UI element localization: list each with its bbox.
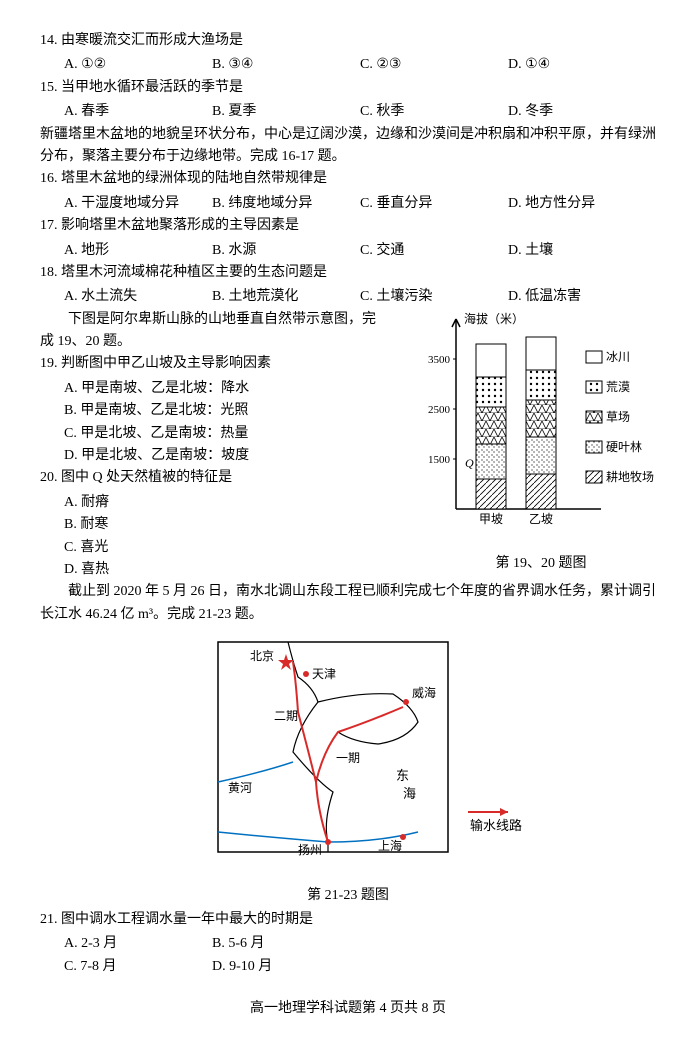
q20-opt-c: C. 喜光 bbox=[64, 537, 420, 559]
svg-text:乙坡: 乙坡 bbox=[529, 512, 553, 526]
q19-opt-b: B. 甲是南坡、乙是北坡：光照 bbox=[64, 400, 420, 422]
question-14-stem: 14. 由寒暖流交汇而形成大渔场是 bbox=[40, 30, 656, 52]
svg-text:扬州: 扬州 bbox=[298, 842, 322, 857]
page-footer: 高一地理学科试题第 4 页共 8 页 bbox=[40, 998, 656, 1020]
q16-opt-b: B. 纬度地域分异 bbox=[212, 193, 360, 215]
question-21-options: A. 2-3 月 B. 5-6 月 bbox=[64, 933, 656, 955]
figure-21-23: 北京 天津 威海 二期 一期 黄河 扬州 上海 东 海 输水线路 第 21-23… bbox=[40, 632, 656, 907]
question-17-stem: 17. 影响塔里木盆地聚落形成的主导因素是 bbox=[40, 215, 656, 237]
svg-text:荒漠: 荒漠 bbox=[606, 380, 630, 394]
figure-21-23-caption: 第 21-23 题图 bbox=[40, 885, 656, 907]
q16-opt-a: A. 干湿度地域分异 bbox=[64, 193, 212, 215]
svg-text:草场: 草场 bbox=[606, 410, 630, 424]
svg-text:上海: 上海 bbox=[378, 838, 402, 853]
question-21-stem: 21. 图中调水工程调水量一年中最大的时期是 bbox=[40, 909, 656, 931]
q17-opt-b: B. 水源 bbox=[212, 240, 360, 262]
question-20-stem: 20. 图中 Q 处天然植被的特征是 bbox=[40, 467, 420, 489]
svg-text:冰川: 冰川 bbox=[606, 350, 630, 364]
q17-opt-c: C. 交通 bbox=[360, 240, 508, 262]
question-19-stem: 19. 判断图中甲乙山坡及主导影响因素 bbox=[40, 353, 420, 375]
svg-text:甲坡: 甲坡 bbox=[479, 512, 503, 526]
q19-opt-c: C. 甲是北坡、乙是南坡：热量 bbox=[64, 423, 420, 445]
q14-opt-a: A. ①② bbox=[64, 54, 212, 76]
q20-opt-d: D. 喜热 bbox=[64, 559, 420, 581]
q18-opt-c: C. 土壤污染 bbox=[360, 286, 508, 308]
question-17-options: A. 地形 B. 水源 C. 交通 D. 土壤 bbox=[64, 240, 656, 262]
figure-19-20: 3500 2500 1500 海拔（米） Q bbox=[426, 309, 656, 575]
svg-text:一期: 一期 bbox=[336, 751, 360, 765]
question-21-options-2: C. 7-8 月 D. 9-10 月 bbox=[64, 956, 656, 978]
question-16-options: A. 干湿度地域分异 B. 纬度地域分异 C. 垂直分异 D. 地方性分异 bbox=[64, 193, 656, 215]
q21-opt-a: A. 2-3 月 bbox=[64, 933, 212, 955]
q15-opt-c: C. 秋季 bbox=[360, 101, 508, 123]
q21-opt-b: B. 5-6 月 bbox=[212, 933, 360, 955]
svg-text:3500: 3500 bbox=[428, 354, 451, 366]
question-15-stem: 15. 当甲地水循环最活跃的季节是 bbox=[40, 77, 656, 99]
svg-text:威海: 威海 bbox=[412, 685, 436, 700]
passage-19-20a: 下图是阿尔卑斯山脉的山地垂直自然带示意图，完 bbox=[40, 309, 420, 331]
svg-text:Q: Q bbox=[465, 456, 474, 470]
q21-opt-c: C. 7-8 月 bbox=[64, 956, 212, 978]
svg-text:2500: 2500 bbox=[428, 404, 451, 416]
question-18-options: A. 水土流失 B. 土地荒漠化 C. 土壤污染 D. 低温冻害 bbox=[64, 286, 656, 308]
svg-text:海拔（米）: 海拔（米） bbox=[464, 311, 524, 326]
question-14-options: A. ①② B. ③④ C. ②③ D. ①④ bbox=[64, 54, 656, 76]
q20-opt-b: B. 耐寒 bbox=[64, 514, 420, 536]
q14-opt-d: D. ①④ bbox=[508, 54, 656, 76]
q20-opt-a: A. 耐瘠 bbox=[64, 492, 420, 514]
q15-opt-a: A. 春季 bbox=[64, 101, 212, 123]
svg-text:耕地牧场: 耕地牧场 bbox=[606, 469, 654, 484]
svg-text:黄河: 黄河 bbox=[228, 781, 252, 795]
q18-opt-d: D. 低温冻害 bbox=[508, 286, 656, 308]
svg-text:天津: 天津 bbox=[312, 667, 336, 681]
q14-opt-b: B. ③④ bbox=[212, 54, 360, 76]
svg-text:海: 海 bbox=[403, 786, 416, 801]
question-18-stem: 18. 塔里木河流域棉花种植区主要的生态问题是 bbox=[40, 262, 656, 284]
q15-opt-d: D. 冬季 bbox=[508, 101, 656, 123]
svg-text:东: 东 bbox=[396, 768, 409, 783]
q14-opt-c: C. ②③ bbox=[360, 54, 508, 76]
question-16-stem: 16. 塔里木盆地的绿洲体现的陆地自然带规律是 bbox=[40, 168, 656, 190]
figure-19-20-caption: 第 19、20 题图 bbox=[426, 553, 656, 575]
q17-opt-a: A. 地形 bbox=[64, 240, 212, 262]
q16-opt-c: C. 垂直分异 bbox=[360, 193, 508, 215]
q16-opt-d: D. 地方性分异 bbox=[508, 193, 656, 215]
svg-text:二期: 二期 bbox=[274, 709, 298, 723]
q18-opt-a: A. 水土流失 bbox=[64, 286, 212, 308]
q18-opt-b: B. 土地荒漠化 bbox=[212, 286, 360, 308]
q21-opt-d: D. 9-10 月 bbox=[212, 956, 360, 978]
q19-opt-d: D. 甲是北坡、乙是南坡：坡度 bbox=[64, 445, 420, 467]
passage-16-17: 新疆塔里木盆地的地貌呈环状分布，中心是辽阔沙漠，边缘和沙漠间是冲积扇和冲积平原，… bbox=[40, 124, 656, 169]
passage-21-23: 截止到 2020 年 5 月 26 日，南水北调山东段工程已顺利完成七个年度的省… bbox=[40, 581, 656, 626]
svg-text:北京: 北京 bbox=[250, 649, 274, 663]
svg-text:硬叶林: 硬叶林 bbox=[606, 440, 642, 454]
question-15-options: A. 春季 B. 夏季 C. 秋季 D. 冬季 bbox=[64, 101, 656, 123]
q19-opt-a: A. 甲是南坡、乙是北坡：降水 bbox=[64, 378, 420, 400]
q17-opt-d: D. 土壤 bbox=[508, 240, 656, 262]
svg-text:输水线路: 输水线路 bbox=[470, 818, 522, 833]
svg-text:1500: 1500 bbox=[428, 454, 451, 466]
q15-opt-b: B. 夏季 bbox=[212, 101, 360, 123]
